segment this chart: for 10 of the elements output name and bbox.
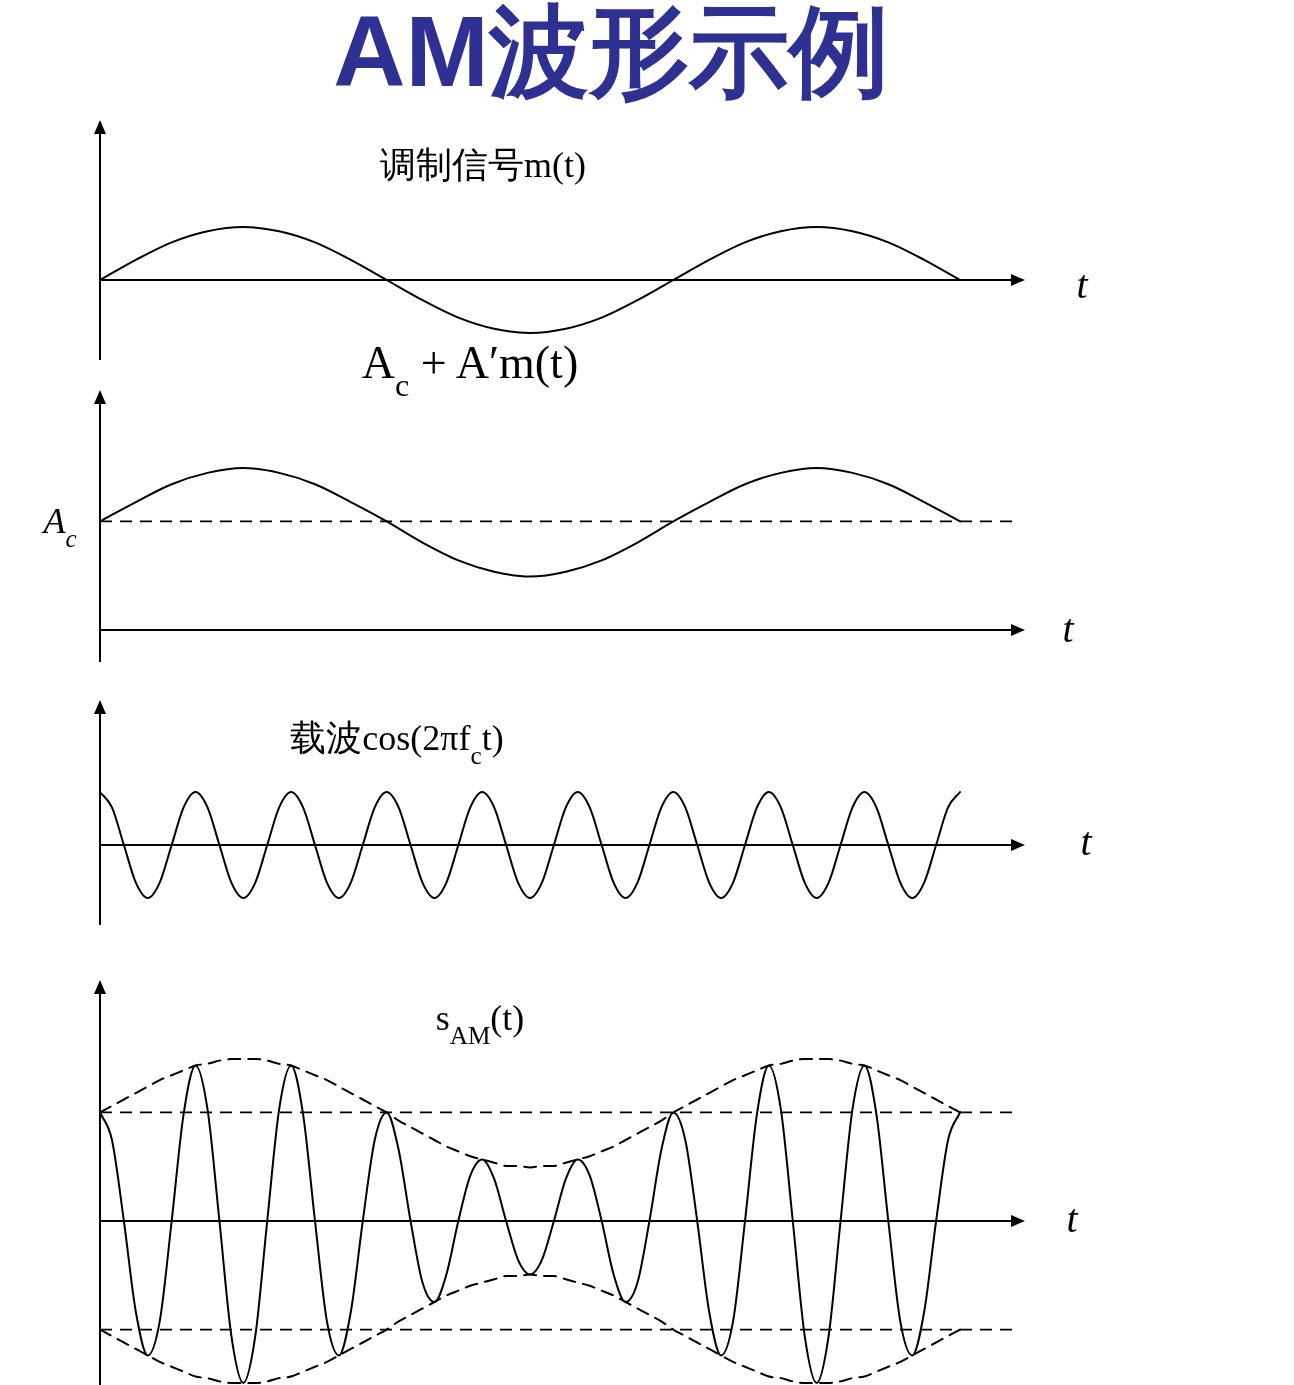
text: A$_{c}$ + A′m(t): [361, 337, 579, 403]
x-axis-title: t: [1066, 1196, 1079, 1241]
x-axis-title: t: [1080, 819, 1093, 864]
text: s$_{AM}$(t): [435, 998, 525, 1049]
x-axis-title: t: [1076, 262, 1089, 307]
x-axis-title: t: [1062, 606, 1075, 651]
series-label: 载波cos(2πf$_{c}$t): [290, 718, 504, 769]
text: 调制信号m(t): [380, 145, 586, 185]
chart-title: AM波形示例: [333, 0, 889, 107]
ref-line-label: A$_{c}$: [41, 501, 77, 552]
